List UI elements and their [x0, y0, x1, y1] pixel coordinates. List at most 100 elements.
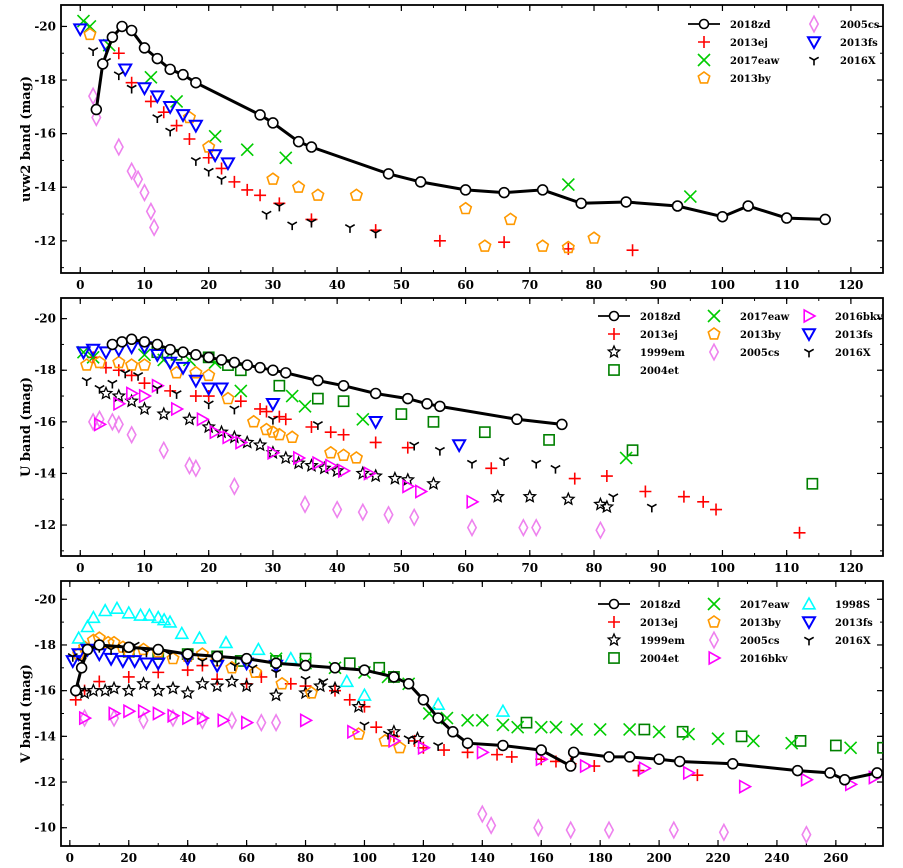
- data-point: [196, 710, 211, 726]
- data-point: [410, 730, 425, 745]
- x-tick-label: 160: [529, 851, 554, 865]
- data-point: [369, 436, 382, 449]
- data-point: [215, 354, 228, 366]
- data-point: [203, 167, 214, 177]
- x-tick-label: 80: [586, 278, 603, 292]
- data-point: [535, 744, 547, 756]
- data-point: [565, 820, 576, 840]
- data-point: [248, 665, 263, 679]
- x-tick-label: 140: [470, 851, 495, 865]
- data-point: [125, 76, 138, 89]
- data-point: [430, 696, 446, 710]
- legend-item-1999em: 1999em: [606, 344, 685, 359]
- data-point: [174, 625, 190, 640]
- data-point: [568, 472, 581, 485]
- y-tick-label: -18: [34, 73, 56, 87]
- data-point: [312, 678, 328, 693]
- data-point: [409, 507, 420, 527]
- data-point: [387, 470, 403, 485]
- data-point: [363, 466, 377, 481]
- data-point: [98, 385, 114, 400]
- data-point: [112, 47, 125, 60]
- data-point: [738, 779, 753, 794]
- x-tick-label: 180: [588, 851, 613, 865]
- data-point: [228, 356, 241, 369]
- data-point: [252, 437, 268, 452]
- legend-label: 2005cs: [740, 636, 780, 647]
- data-point: [593, 496, 608, 511]
- data-point: [726, 758, 739, 770]
- data-point: [270, 657, 282, 669]
- legend-label: 2013ej: [640, 618, 678, 629]
- data-point: [75, 346, 92, 361]
- legend-marker: [808, 56, 820, 66]
- legend-label: 2017eaw: [740, 600, 790, 611]
- y-tick-label: -12: [34, 775, 56, 789]
- legend: 2018zd 2013ej 1999em 2004et 2017eaw 2013by 200…: [598, 308, 884, 377]
- data-point: [466, 459, 478, 469]
- series-2016bkv: [78, 703, 882, 794]
- data-point: [434, 400, 446, 413]
- data-point: [337, 379, 350, 392]
- data-point: [180, 685, 196, 700]
- x-tick-label: 40: [329, 561, 346, 575]
- data-point: [336, 448, 351, 462]
- data-point: [234, 384, 248, 398]
- legend-item-2016X: 2016X: [803, 348, 871, 359]
- legend-item-2018zd: 2018zd: [598, 310, 681, 323]
- data-point: [343, 693, 356, 706]
- data-point: [337, 463, 352, 479]
- x-tick-label: 110: [774, 561, 799, 575]
- data-point: [86, 683, 101, 697]
- y-tick-label: -16: [34, 415, 56, 429]
- legend-marker: [608, 364, 620, 376]
- data-point: [270, 713, 282, 733]
- data-point: [149, 217, 160, 237]
- x-tick-label: 60: [457, 278, 474, 292]
- data-point: [673, 755, 686, 768]
- data-point: [503, 212, 518, 226]
- y-axis-label: U band (mag): [19, 377, 34, 477]
- data-point: [162, 101, 178, 115]
- data-point: [369, 387, 382, 400]
- data-point: [107, 412, 118, 432]
- legend-label: 2005cs: [740, 348, 780, 359]
- panel-U: 0 10 20 30 40 50 60 70 80 90 100 110 120 -20 -18 -16 -14…: [19, 297, 884, 575]
- data-point: [121, 683, 137, 697]
- data-point: [683, 190, 697, 204]
- data-point: [485, 462, 498, 475]
- data-point: [116, 20, 128, 33]
- data-point: [318, 678, 329, 687]
- data-point: [188, 119, 204, 134]
- data-point: [113, 137, 124, 157]
- data-point: [251, 641, 266, 656]
- legend-marker: [708, 650, 722, 666]
- data-point: [126, 161, 137, 181]
- data-point: [151, 52, 164, 65]
- x-tick-label: 0: [76, 561, 84, 575]
- plot-area: [75, 333, 819, 540]
- data-point: [85, 343, 101, 358]
- data-point: [190, 349, 202, 361]
- data-point: [116, 336, 128, 348]
- data-point: [298, 685, 313, 700]
- legend-label: 2018zd: [640, 312, 681, 323]
- data-point: [220, 157, 236, 172]
- data-point: [279, 413, 292, 426]
- data-point: [195, 647, 210, 660]
- legend-marker: [801, 596, 817, 610]
- data-point: [426, 476, 441, 490]
- legend-marker: [608, 328, 620, 340]
- data-point: [324, 426, 337, 439]
- data-point: [149, 90, 166, 105]
- legend-marker: [806, 36, 822, 51]
- data-point: [150, 683, 166, 697]
- data-point: [459, 184, 472, 196]
- data-point: [434, 446, 445, 456]
- data-point: [217, 712, 231, 728]
- data-point: [316, 460, 332, 475]
- data-point: [367, 416, 384, 430]
- series-2013by: [83, 27, 601, 254]
- y-tick-label: -18: [34, 363, 56, 377]
- legend-item-2005cs: 2005cs: [808, 14, 880, 34]
